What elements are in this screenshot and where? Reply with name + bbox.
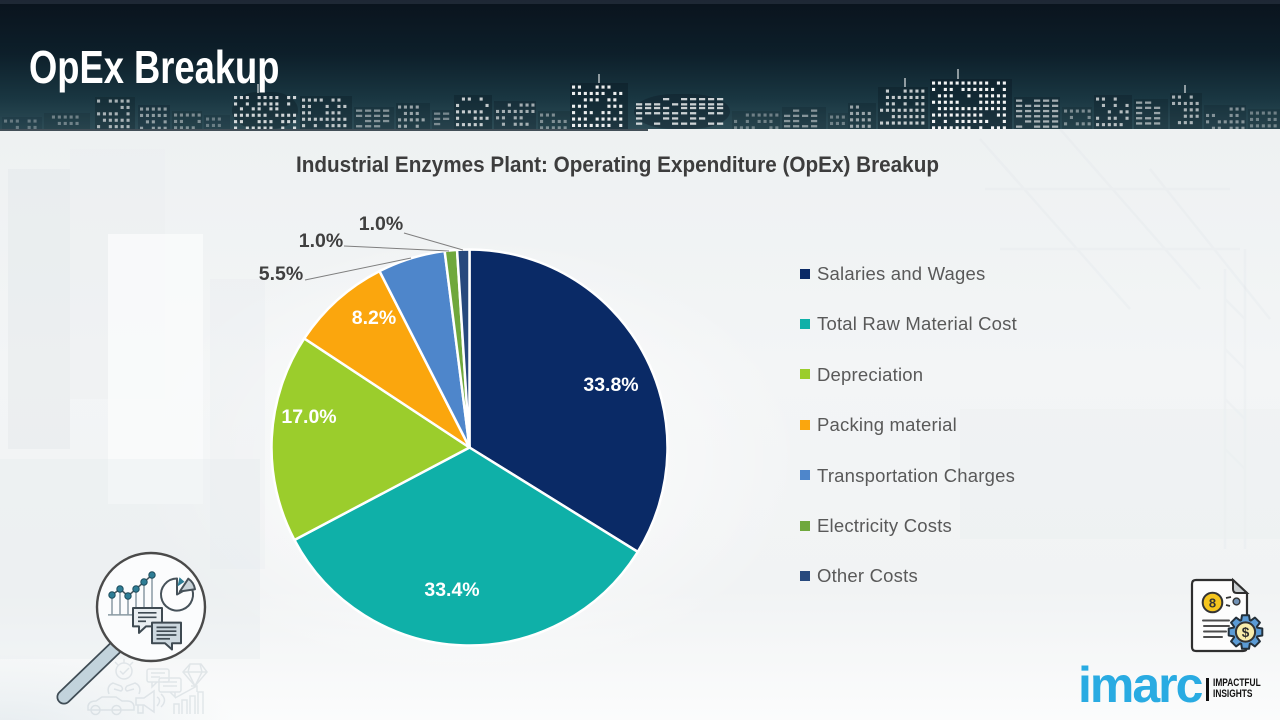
svg-text:1.0%: 1.0%	[299, 230, 343, 252]
svg-text:$: $	[1242, 625, 1250, 640]
svg-text:17.0%: 17.0%	[281, 406, 336, 428]
svg-text:8.2%: 8.2%	[352, 307, 396, 329]
svg-text:5.5%: 5.5%	[259, 263, 303, 285]
svg-text:8: 8	[1209, 596, 1216, 611]
svg-text:33.4%: 33.4%	[424, 579, 479, 601]
svg-text:1.0%: 1.0%	[359, 213, 403, 235]
svg-text:33.8%: 33.8%	[583, 374, 638, 396]
